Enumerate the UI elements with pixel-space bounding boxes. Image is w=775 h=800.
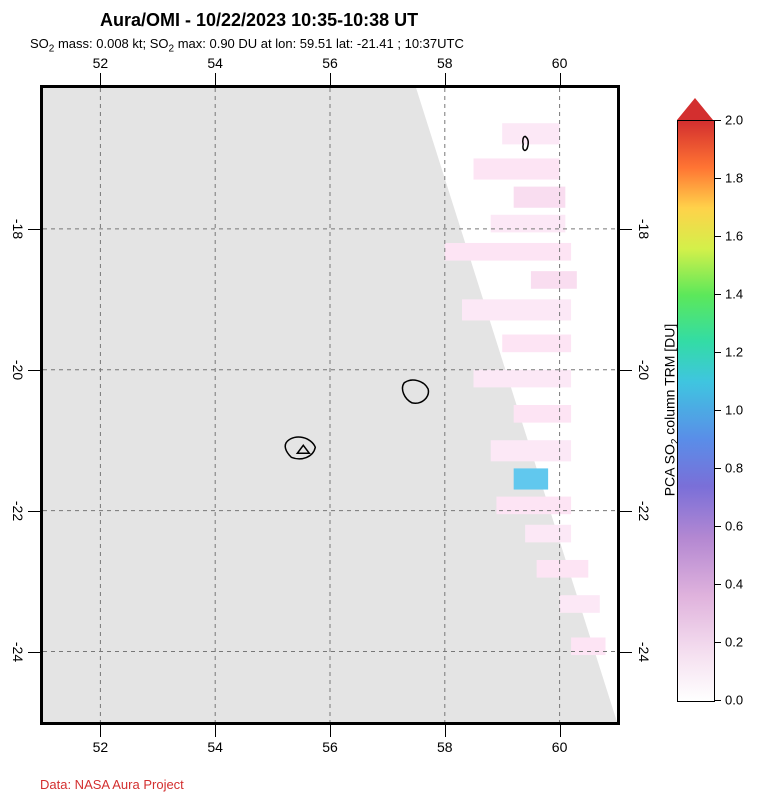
colorbar-tick [715,120,721,121]
tick-bottom [560,725,561,737]
colorbar-tick [715,468,721,469]
colorbar-tick-label: 0.4 [725,577,743,592]
tick-bottom [330,725,331,737]
tick-right [620,229,632,230]
tick-right [620,511,632,512]
colorbar-tick-label: 1.0 [725,403,743,418]
map-svg [43,88,617,722]
tick-left [28,511,40,512]
ytick-label-left: -18 [10,219,26,239]
tick-top [330,73,331,85]
data-credit: Data: NASA Aura Project [40,777,184,792]
tick-top [560,73,561,85]
colorbar-gradient [677,120,715,702]
colorbar-tick [715,352,721,353]
tick-bottom [215,725,216,737]
xtick-label-top: 60 [552,55,568,71]
map-plot-area [43,88,617,722]
xtick-label-top: 52 [93,55,109,71]
ytick-label-left: -24 [10,641,26,661]
colorbar-tick-label: 1.4 [725,287,743,302]
xtick-label-bottom: 52 [93,739,109,755]
xtick-label-bottom: 54 [207,739,223,755]
colorbar-tick-label: 1.2 [725,345,743,360]
ytick-label-right: -20 [636,360,652,380]
tick-right [620,652,632,653]
xtick-label-top: 54 [207,55,223,71]
tick-right [620,370,632,371]
colorbar-tick-label: 0.6 [725,519,743,534]
colorbar-tick-label: 1.6 [725,229,743,244]
tick-top [445,73,446,85]
map-frame [40,85,620,725]
ytick-label-right: -18 [636,219,652,239]
tick-left [28,229,40,230]
colorbar-title: PCA SO2 column TRM [DU] [662,324,682,497]
tick-bottom [100,725,101,737]
tick-left [28,652,40,653]
colorbar-tick [715,642,721,643]
chart-title: Aura/OMI - 10/22/2023 10:35-10:38 UT [100,10,418,31]
tick-top [100,73,101,85]
cb-title-p2: column TRM [DU] [662,324,678,439]
colorbar-arrow-icon [677,98,713,120]
subtitle-p3: max: 0.90 DU at lon: 59.51 lat: -21.41 ;… [174,36,464,51]
colorbar-tick [715,410,721,411]
tick-bottom [445,725,446,737]
ytick-label-right: -22 [636,501,652,521]
colorbar-tick-label: 2.0 [725,113,743,128]
colorbar-tick-label: 0.2 [725,635,743,650]
ytick-label-left: -20 [10,360,26,380]
colorbar-tick-label: 1.8 [725,171,743,186]
subtitle-p1: SO [30,36,49,51]
xtick-label-bottom: 56 [322,739,338,755]
colorbar-tick [715,294,721,295]
xtick-label-top: 58 [437,55,453,71]
colorbar-tick-label: 0.8 [725,461,743,476]
xtick-label-bottom: 60 [552,739,568,755]
xtick-label-top: 56 [322,55,338,71]
colorbar-tick [715,178,721,179]
colorbar-tick [715,526,721,527]
colorbar-tick-label: 0.0 [725,693,743,708]
ytick-label-right: -24 [636,641,652,661]
xtick-label-bottom: 58 [437,739,453,755]
cb-title-p1: PCA SO [662,444,678,496]
colorbar-tick [715,584,721,585]
tick-top [215,73,216,85]
chart-subtitle: SO2 mass: 0.008 kt; SO2 max: 0.90 DU at … [30,36,464,55]
subtitle-p2: mass: 0.008 kt; SO [54,36,168,51]
colorbar-tick [715,700,721,701]
colorbar: PCA SO2 column TRM [DU] 0.00.20.40.60.81… [677,120,713,700]
colorbar-tick [715,236,721,237]
ytick-label-left: -22 [10,501,26,521]
tick-left [28,370,40,371]
subscript-2c: 2 [671,439,682,445]
